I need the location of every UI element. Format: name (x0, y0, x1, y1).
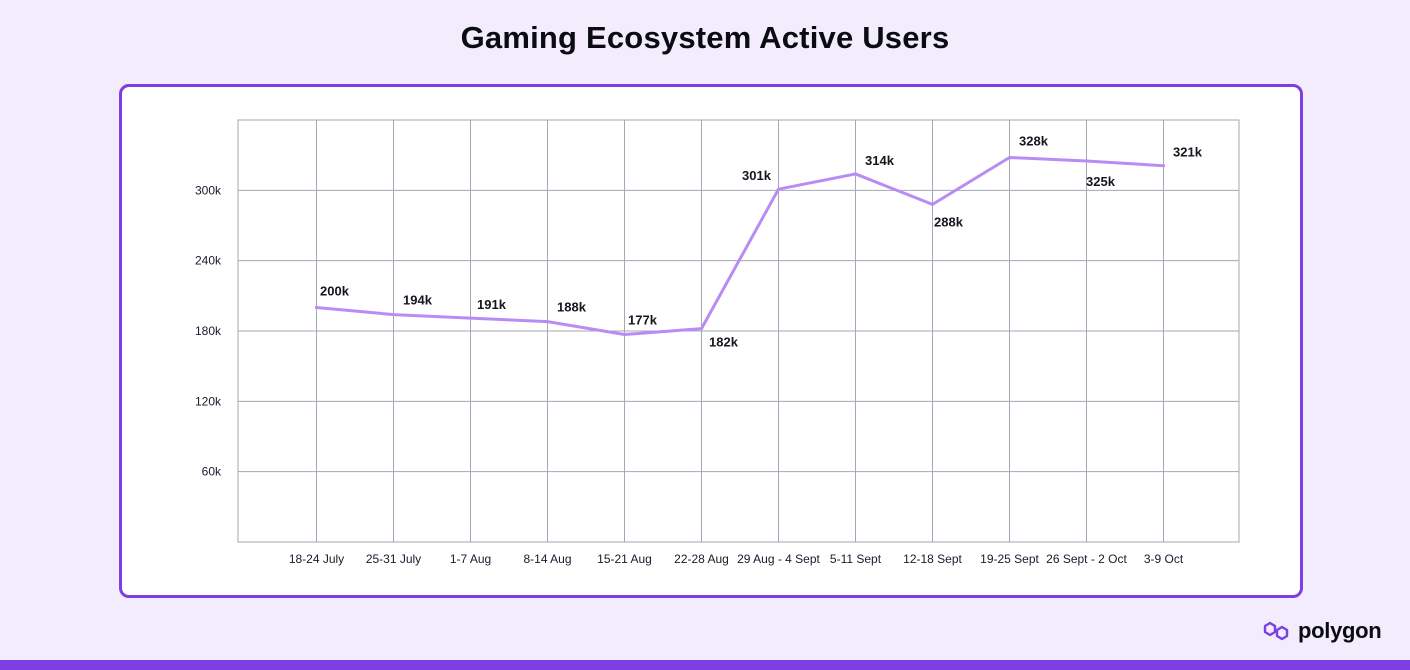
data-point (1085, 159, 1088, 163)
y-tick-label: 300k (195, 183, 222, 197)
polygon-logo: polygon (1262, 615, 1382, 647)
data-label: 188k (557, 300, 587, 315)
data-label: 328k (1019, 134, 1049, 149)
data-label: 191k (477, 297, 507, 312)
x-tick-label: 1-7 Aug (450, 552, 491, 566)
line-chart: 60k 120k 180k 240k 300k 18-24 July 25-31 July… (195, 119, 1240, 566)
x-tick-label: 29 Aug - 4 Sept (737, 552, 820, 566)
data-point (315, 306, 318, 310)
x-tick-label: 8-14 Aug (523, 552, 571, 566)
y-tick-label: 240k (195, 254, 222, 268)
data-point (623, 333, 626, 337)
data-label: 325k (1086, 174, 1116, 189)
data-point (700, 327, 703, 331)
chart-title: Gaming Ecosystem Active Users (460, 20, 950, 55)
x-tick-label: 3-9 Oct (1144, 552, 1184, 566)
x-tick-label: 5-11 Sept (830, 552, 882, 566)
data-label: 288k (934, 214, 964, 229)
polygon-logo-icon (1263, 621, 1289, 641)
chart-card: 60k 120k 180k 240k 300k 18-24 July 25-31 July… (119, 84, 1303, 598)
bottom-accent-bar (0, 660, 1410, 670)
x-tick-label: 18-24 July (289, 552, 344, 566)
data-point (1008, 156, 1011, 160)
y-tick-label: 120k (195, 394, 222, 408)
data-point (777, 187, 780, 191)
x-tick-label: 12-18 Sept (903, 552, 962, 566)
data-point (1162, 164, 1165, 168)
x-tick-label: 19-25 Sept (980, 552, 1039, 566)
x-tick-label: 25-31 July (366, 552, 421, 566)
y-axis-ticks: 60k 120k 180k 240k 300k (195, 183, 222, 478)
y-tick-label: 180k (195, 324, 222, 338)
data-point (392, 313, 395, 317)
data-label: 194k (403, 293, 433, 308)
data-label: 314k (865, 153, 895, 168)
data-point (931, 202, 934, 206)
series-layer (315, 156, 1165, 337)
data-point (546, 320, 549, 324)
polygon-logo-text: polygon (1298, 618, 1382, 643)
data-label: 321k (1173, 145, 1203, 160)
y-tick-label: 60k (202, 465, 222, 479)
data-label: 200k (320, 284, 350, 299)
x-tick-label: 22-28 Aug (674, 552, 729, 566)
series-line-active-users (315, 156, 1165, 337)
data-label: 177k (628, 313, 658, 328)
data-point (469, 316, 472, 320)
x-axis-ticks: 18-24 July 25-31 July 1-7 Aug 8-14 Aug 15-21… (289, 552, 1184, 566)
x-tick-label: 26 Sept - 2 Oct (1046, 552, 1127, 566)
data-label: 301k (742, 168, 772, 183)
x-tick-label: 15-21 Aug (597, 552, 652, 566)
data-label: 182k (709, 335, 739, 350)
data-point (854, 172, 857, 176)
data-labels: 200k 194k 191k 188k 177k 182k 301k 314k 288k 328k… (320, 134, 1203, 350)
